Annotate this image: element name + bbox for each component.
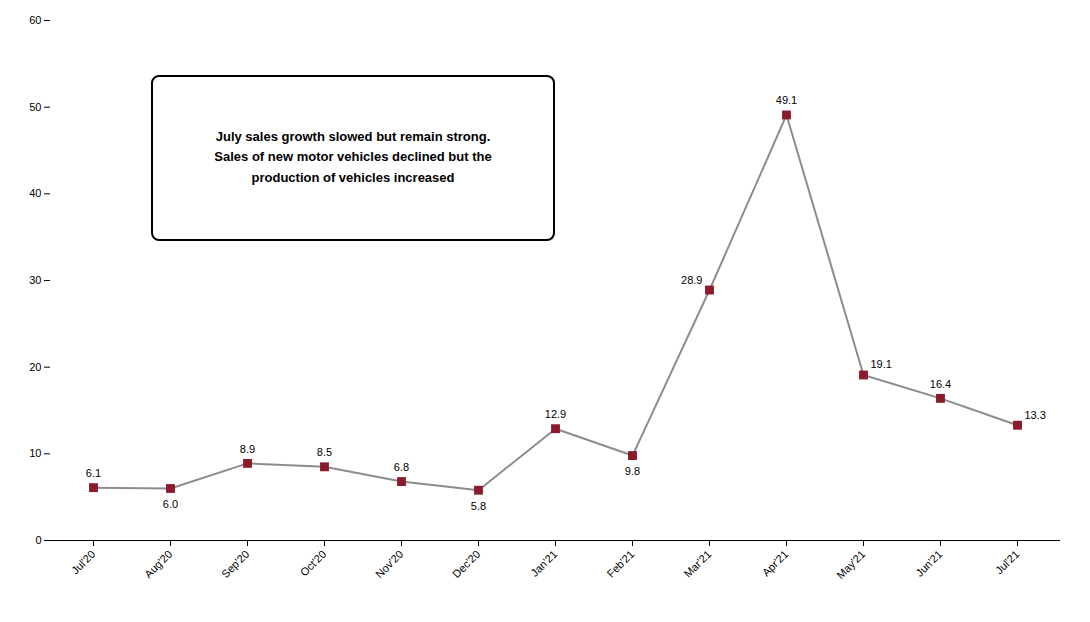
svg-text:Jan'21: Jan'21 <box>528 548 559 579</box>
svg-text:10: 10 <box>29 447 41 459</box>
svg-text:Apr'21: Apr'21 <box>760 548 791 579</box>
svg-text:Dec'20: Dec'20 <box>450 548 482 580</box>
svg-text:Nov'20: Nov'20 <box>373 548 405 580</box>
svg-text:8.9: 8.9 <box>240 443 255 455</box>
svg-text:Oct'20: Oct'20 <box>298 548 329 579</box>
svg-text:0: 0 <box>35 534 41 546</box>
svg-text:16.4: 16.4 <box>930 378 951 390</box>
html-text:July sales growth slowed but r: July sales growth slowed but remain stro… <box>214 128 492 186</box>
svg-text:6.0: 6.0 <box>163 498 178 510</box>
svg-text:20: 20 <box>29 361 41 373</box>
svg-text:9.8: 9.8 <box>625 465 640 477</box>
svg-text:30: 30 <box>29 274 41 286</box>
svg-text:Jul'21: Jul'21 <box>993 548 1022 577</box>
svg-text:6.8: 6.8 <box>394 461 409 473</box>
svg-text:12.9: 12.9 <box>545 408 566 420</box>
svg-text:Feb'21: Feb'21 <box>604 548 636 580</box>
svg-text:50: 50 <box>29 101 41 113</box>
svg-text:Sep'20: Sep'20 <box>219 548 251 580</box>
svg-text:6.1: 6.1 <box>86 467 101 479</box>
svg-text:Jun'21: Jun'21 <box>913 548 944 579</box>
svg-text:28.9: 28.9 <box>681 274 702 286</box>
svg-text:40: 40 <box>29 187 41 199</box>
svg-text:13.3: 13.3 <box>1025 409 1046 421</box>
svg-text:8.5: 8.5 <box>317 446 332 458</box>
svg-text:49.1: 49.1 <box>776 94 797 106</box>
svg-text:Aug'20: Aug'20 <box>142 548 174 580</box>
svg-text:60: 60 <box>29 14 41 26</box>
svg-text:19.1: 19.1 <box>871 358 892 370</box>
svg-text:May'21: May'21 <box>834 548 867 581</box>
svg-text:Mar'21: Mar'21 <box>681 548 713 580</box>
svg-text:5.8: 5.8 <box>471 500 486 512</box>
svg-text:Jul'20: Jul'20 <box>69 548 98 577</box>
